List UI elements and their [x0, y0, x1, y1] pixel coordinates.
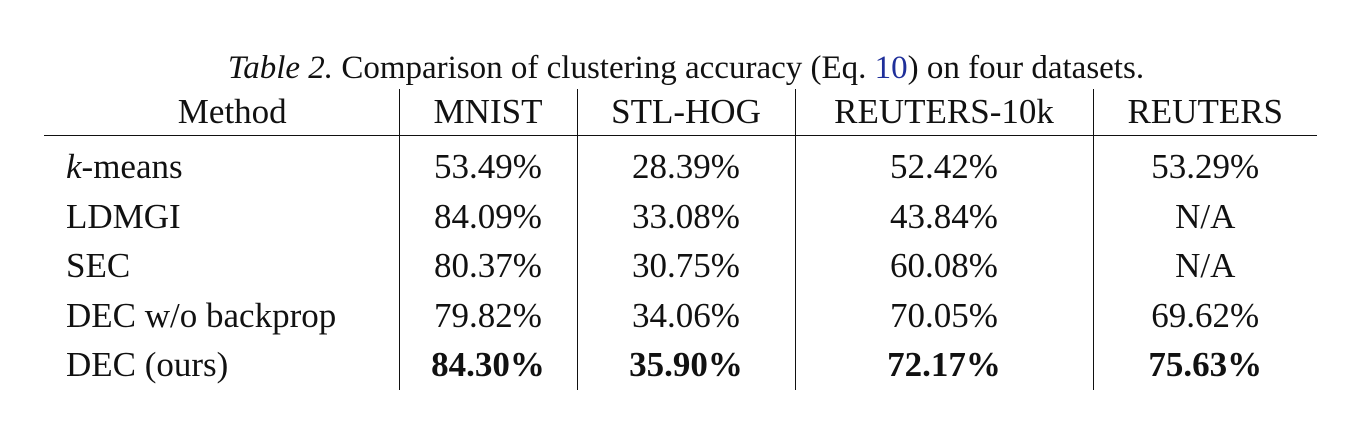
- equation-reference-link[interactable]: 10: [874, 50, 908, 86]
- table-row: SEC 80.37% 30.75% 60.08% N/A: [44, 241, 1317, 291]
- value-cell: 28.39%: [576, 134, 795, 192]
- method-cell: k-means: [44, 134, 399, 192]
- method-cell: DEC w/o backprop: [66, 295, 337, 335]
- value-cell: 70.05%: [794, 290, 1093, 341]
- header-mnist: MNIST: [398, 89, 577, 136]
- clustering-accuracy-table: Method MNIST STL-HOG REUTERS-10k REUTERS…: [44, 89, 1317, 390]
- value-cell: 53.29%: [1092, 134, 1317, 192]
- value-cell: 43.84%: [794, 191, 1093, 242]
- table-row: k-means 53.49% 28.39% 52.42% 53.29%: [44, 134, 1317, 192]
- table-row-best: DEC (ours) 84.30% 35.90% 72.17% 75.63%: [44, 340, 1317, 390]
- method-cell: LDMGI: [66, 196, 181, 236]
- value-cell: 33.08%: [576, 191, 795, 242]
- value-cell: 60.08%: [794, 241, 1093, 291]
- value-cell: 34.06%: [576, 290, 795, 341]
- caption-text: Comparison of clustering accuracy (Eq.: [333, 50, 875, 86]
- table-header-row: Method MNIST STL-HOG REUTERS-10k REUTERS: [44, 89, 1317, 136]
- best-value-cell: 72.17%: [794, 340, 1093, 390]
- best-value-cell: 84.30%: [398, 340, 577, 390]
- value-cell: 30.75%: [576, 241, 795, 291]
- value-cell: 79.82%: [398, 290, 577, 341]
- header-reuters-10k: REUTERS-10k: [794, 89, 1093, 136]
- value-cell: N/A: [1092, 191, 1317, 242]
- method-label: -means: [81, 147, 183, 186]
- table-row: DEC w/o backprop 79.82% 34.06% 70.05% 69…: [44, 290, 1317, 341]
- method-cell: DEC (ours): [66, 345, 229, 385]
- value-cell: 53.49%: [398, 134, 577, 192]
- value-cell: 69.62%: [1092, 290, 1317, 341]
- best-value-cell: 35.90%: [576, 340, 795, 390]
- best-value-cell: 75.63%: [1092, 340, 1317, 390]
- table-caption: Table 2. Comparison of clustering accura…: [0, 48, 1372, 88]
- value-cell: N/A: [1092, 241, 1317, 291]
- caption-text-end: ) on four datasets.: [907, 50, 1145, 86]
- caption-label: Table 2.: [227, 50, 334, 86]
- method-cell: SEC: [66, 246, 131, 286]
- header-reuters: REUTERS: [1092, 89, 1317, 136]
- header-stl-hog: STL-HOG: [576, 89, 795, 136]
- value-cell: 52.42%: [794, 134, 1093, 192]
- table-row: LDMGI 84.09% 33.08% 43.84% N/A: [44, 191, 1317, 242]
- method-variable: k: [66, 147, 82, 186]
- value-cell: 80.37%: [398, 241, 577, 291]
- value-cell: 84.09%: [398, 191, 577, 242]
- header-method: Method: [44, 89, 399, 136]
